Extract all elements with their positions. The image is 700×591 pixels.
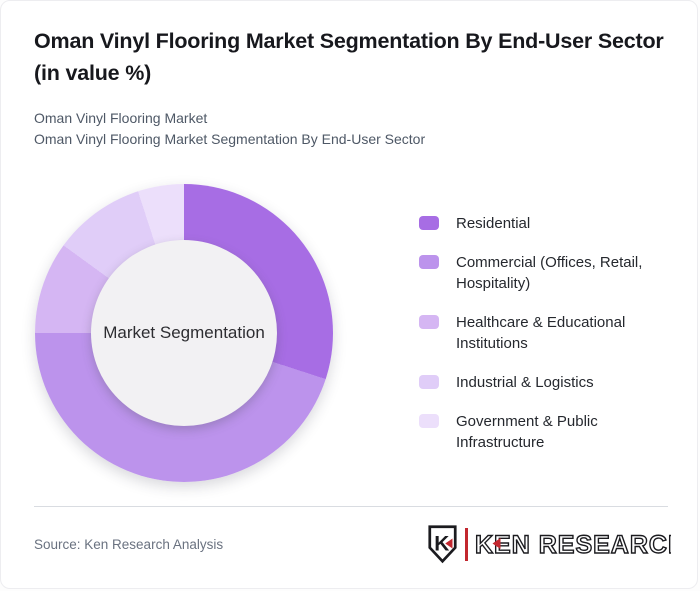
legend-swatch [419, 216, 439, 230]
footer-divider [34, 506, 668, 507]
legend-item-residential[interactable]: Residential [419, 213, 669, 234]
legend-item-commercial[interactable]: Commercial (Offices, Retail, Hospitality… [419, 252, 669, 294]
legend-item-industrial[interactable]: Industrial & Logistics [419, 372, 669, 393]
legend-label: Government & Public Infrastructure [456, 413, 598, 451]
wordmark-red-wedge [492, 538, 501, 549]
shield-red-wedge [445, 538, 453, 549]
brand-name-text: KEN RESEARCH [475, 531, 671, 559]
donut-hole: Market Segmentation [91, 240, 277, 426]
chart-legend: Residential Commercial (Offices, Retail,… [419, 213, 669, 453]
logo-red-divider [465, 527, 468, 561]
legend-label: Industrial & Logistics [456, 374, 594, 391]
source-text: Source: Ken Research Analysis [34, 536, 224, 552]
donut-chart-area: Market Segmentation [35, 184, 333, 482]
legend-swatch [419, 414, 439, 428]
ken-research-shield-icon: K [428, 525, 457, 564]
chart-subtitle: Oman Vinyl Flooring Market Oman Vinyl Fl… [34, 108, 654, 150]
legend-item-government[interactable]: Government & Public Infrastructure [419, 411, 669, 453]
legend-item-healthcare[interactable]: Healthcare & Educational Institutions [419, 312, 669, 354]
legend-label: Residential [456, 215, 531, 232]
legend-label: Healthcare & Educational Institutions [456, 314, 626, 352]
donut-center-label: Market Segmentation [103, 323, 265, 342]
page-title: Oman Vinyl Flooring Market Segmentation … [34, 29, 664, 85]
subtitle-line-2: Oman Vinyl Flooring Market Segmentation … [34, 131, 426, 147]
subtitle-line-1: Oman Vinyl Flooring Market [34, 110, 208, 126]
ken-research-wordmark: KEN RESEARCH [475, 530, 671, 559]
shield-letter: K [434, 532, 449, 555]
footer: Source: Ken Research Analysis K KEN RESE… [34, 521, 671, 567]
legend-swatch [419, 375, 439, 389]
ken-research-logo: K KEN RESEARCH [426, 524, 671, 564]
legend-swatch [419, 315, 439, 329]
legend-label: Commercial (Offices, Retail, Hospitality… [456, 254, 643, 292]
legend-swatch [419, 255, 439, 269]
